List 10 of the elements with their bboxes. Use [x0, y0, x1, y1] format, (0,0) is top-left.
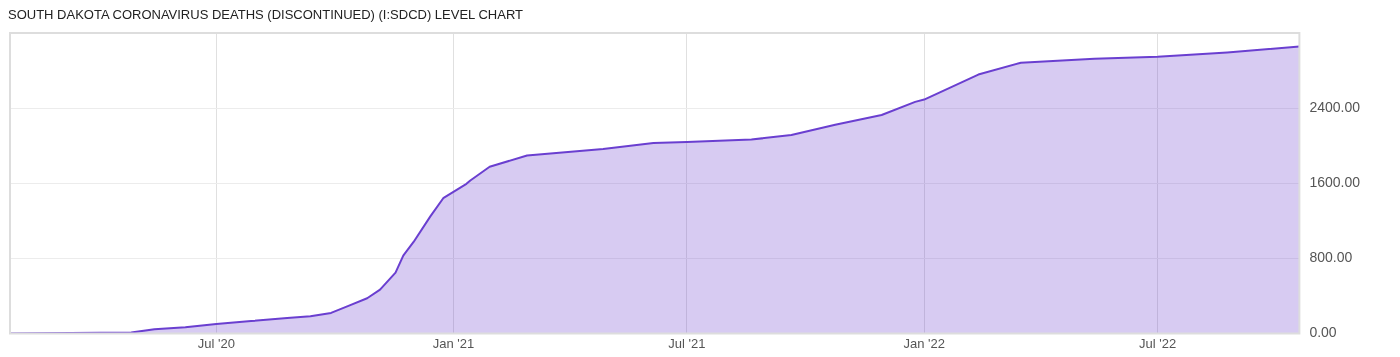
x-tick-label: Jan '22: [903, 335, 945, 351]
x-tick-label: Jul '20: [197, 335, 235, 351]
y-tick-label: 2400.00: [1309, 98, 1361, 115]
y-tick-label: 800.00: [1309, 249, 1353, 266]
x-tick-label: Jul '22: [1138, 335, 1177, 351]
x-tick-label: Jul '21: [668, 335, 706, 351]
x-tick-label: Jan '21: [432, 335, 475, 351]
y-tick-label: 1600.00: [1309, 174, 1361, 191]
chart-title: SOUTH DAKOTA CORONAVIRUS DEATHS (DISCONTINUED) (I:SDCD) LEVEL CHART: [8, 7, 523, 22]
y-tick-label: 0.00: [1309, 324, 1337, 341]
